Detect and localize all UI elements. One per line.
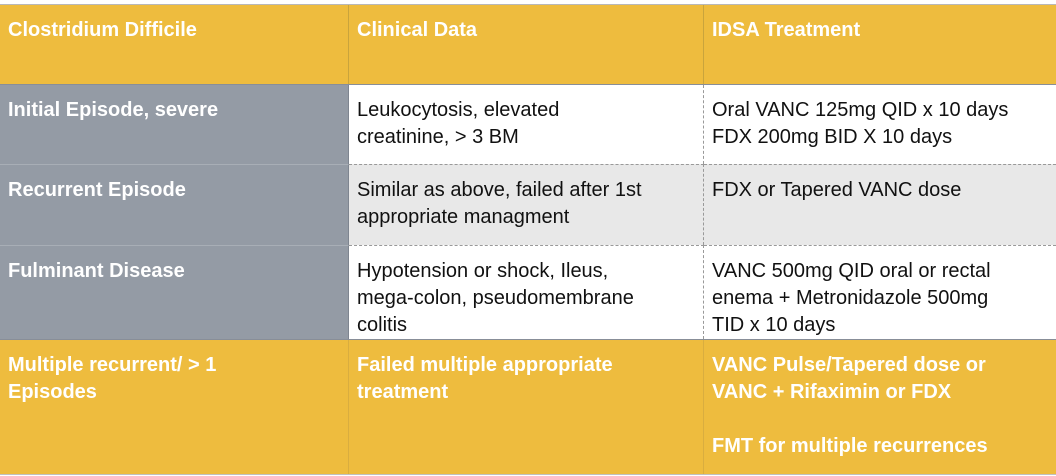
row-label: Fulminant Disease: [0, 245, 349, 339]
text-line: Hypotension or shock, Ileus,: [357, 260, 609, 282]
table-row: Fulminant Disease Hypotension or shock, …: [0, 245, 1056, 339]
header-condition: Clostridium Difficile: [0, 5, 349, 84]
text-line: Multiple recurrent/ > 1: [8, 354, 217, 376]
text-line: appropriate managment: [357, 206, 570, 228]
clinical-data-cell: Similar as above, failed after 1st appro…: [349, 164, 704, 245]
table-header-row: Clostridium Difficile Clinical Data IDSA…: [0, 4, 1056, 84]
text-line: Failed multiple appropriate: [357, 354, 613, 376]
treatment-cell: FDX or Tapered VANC dose: [704, 164, 1056, 245]
treatment-cell: Oral VANC 125mg QID x 10 days FDX 200mg …: [704, 85, 1056, 164]
clinical-data-cell: Hypotension or shock, Ileus, mega-colon,…: [349, 245, 704, 339]
spacer: [712, 406, 1048, 433]
row-label: Recurrent Episode: [0, 164, 349, 245]
row-label: Multiple recurrent/ > 1 Episodes: [0, 340, 349, 474]
treatment-cell: VANC 500mg QID oral or rectal enema + Me…: [704, 245, 1056, 339]
text-line: treatment: [357, 381, 449, 403]
table-row: Recurrent Episode Similar as above, fail…: [0, 164, 1056, 245]
text-line: VANC 500mg QID oral or rectal: [712, 260, 991, 282]
text-line: Leukocytosis, elevated: [357, 99, 560, 121]
clinical-data-cell: Leukocytosis, elevated creatinine, > 3 B…: [349, 85, 704, 164]
text-line: FMT for multiple recurrences: [712, 435, 988, 457]
treatment-cell: VANC Pulse/Tapered dose or VANC + Rifaxi…: [704, 340, 1056, 474]
text-line: Oral VANC 125mg QID x 10 days: [712, 99, 1009, 121]
text-line: VANC + Rifaximin or FDX: [712, 381, 952, 403]
text-line: Episodes: [8, 381, 97, 403]
text-line: TID x 10 days: [712, 314, 836, 336]
text-line: colitis: [357, 314, 408, 336]
clinical-data-cell: Failed multiple appropriate treatment: [349, 340, 704, 474]
text-line: Similar as above, failed after 1st: [357, 179, 642, 201]
text-line: enema + Metronidazole 500mg: [712, 287, 989, 309]
table-row-highlighted: Multiple recurrent/ > 1 Episodes Failed …: [0, 339, 1056, 475]
row-label: Initial Episode, severe: [0, 85, 349, 164]
text-line: mega-colon, pseudomembrane: [357, 287, 634, 309]
text-line: creatinine, > 3 BM: [357, 126, 519, 148]
text-line: FDX or Tapered VANC dose: [712, 179, 962, 201]
header-idsa-treatment: IDSA Treatment: [712, 19, 861, 41]
text-line: FDX 200mg BID X 10 days: [712, 126, 953, 148]
cdiff-treatment-table: Clostridium Difficile Clinical Data IDSA…: [0, 4, 1056, 475]
header-clinical-data: Clinical Data: [349, 5, 704, 84]
text-line: VANC Pulse/Tapered dose or: [712, 354, 986, 376]
table-row: Initial Episode, severe Leukocytosis, el…: [0, 84, 1056, 164]
